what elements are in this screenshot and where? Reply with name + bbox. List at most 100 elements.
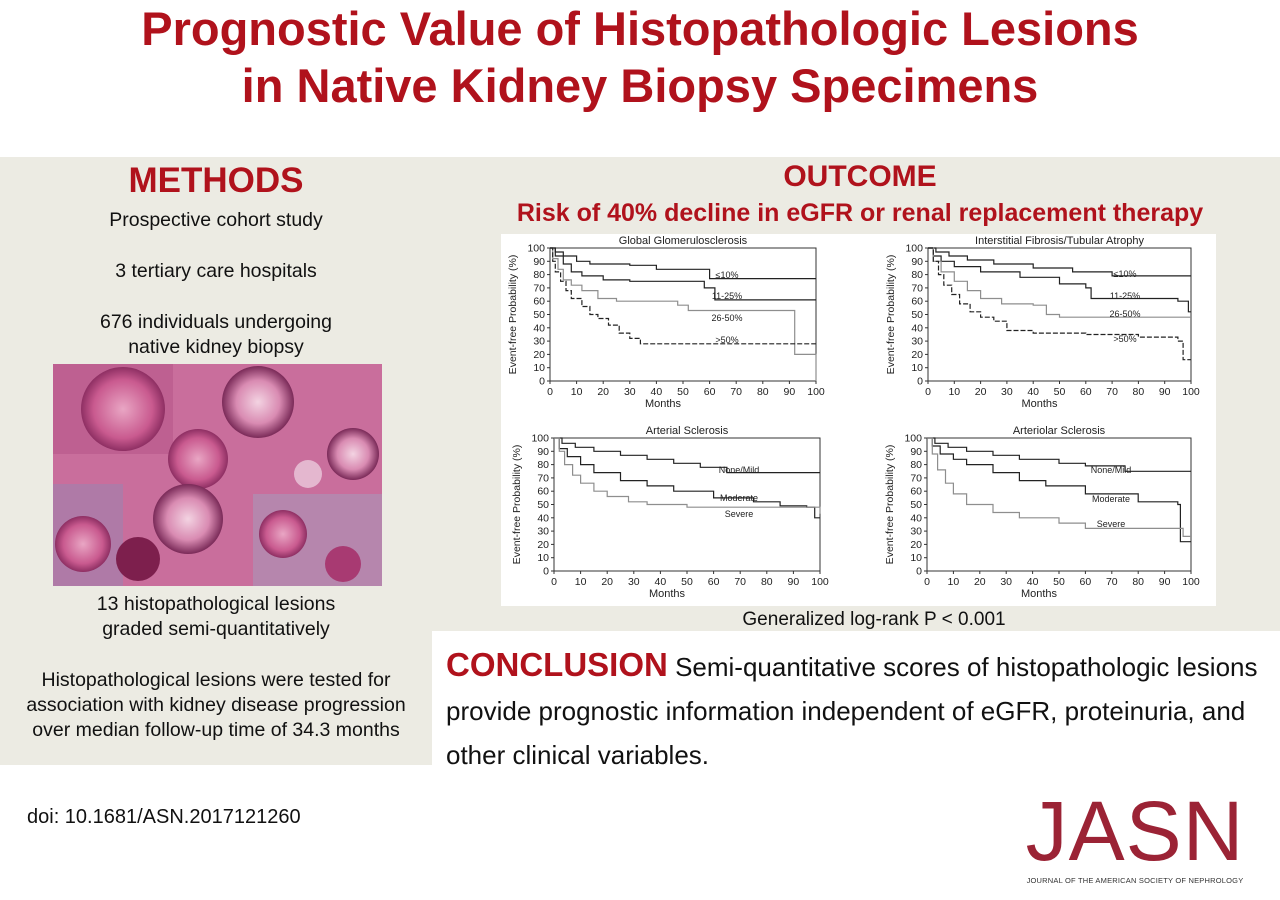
x-tick-label: 40 (1027, 576, 1039, 588)
x-tick-label: 20 (601, 576, 613, 588)
methods-analysis-1: Histopathological lesions were tested fo… (41, 669, 391, 691)
y-tick-label: 100 (904, 433, 922, 445)
x-tick-label: 90 (1159, 386, 1171, 398)
x-tick-label: 100 (811, 576, 829, 588)
x-tick-label: 60 (1080, 576, 1092, 588)
x-axis-label: Months (645, 398, 682, 410)
y-tick-label: 20 (533, 349, 545, 361)
km-curve-series (550, 247, 816, 301)
methods-participants-1: 676 individuals undergoing (99, 311, 332, 333)
y-tick-label: 90 (533, 256, 545, 268)
x-tick-label: 30 (624, 386, 636, 398)
x-tick-label: 50 (677, 386, 689, 398)
km-curve-series (927, 437, 1191, 537)
x-axis-label: Months (649, 588, 686, 600)
jasn-logo-text: JASN (1025, 784, 1245, 878)
x-tick-label: 50 (1053, 576, 1065, 588)
series-label: 11-25% (1110, 291, 1140, 301)
series-label: >50% (1113, 334, 1136, 344)
x-tick-label: 40 (655, 576, 667, 588)
series-label: 26-50% (711, 313, 742, 323)
jasn-logo: JASN JOURNAL OF THE AMERICAN SOCIETY OF … (1020, 784, 1250, 885)
km-curve-series (550, 247, 816, 345)
y-tick-label: 20 (911, 349, 923, 361)
conclusion-label: CONCLUSION (446, 646, 668, 683)
y-tick-label: 10 (537, 552, 549, 564)
outcome-subheading: Risk of 40% decline in eGFR or renal rep… (516, 199, 1204, 227)
methods-heading: METHODS (128, 161, 304, 200)
y-tick-label: 0 (917, 376, 923, 388)
series-label: 26-50% (1109, 309, 1140, 319)
km-charts-panel: Global Glomerulosclerosis 0 10 20 30 40 50 60 70… (501, 234, 1216, 606)
series-label: 11-25% (712, 291, 742, 301)
y-tick-label: 100 (531, 433, 549, 445)
km-charts-svg: Global Glomerulosclerosis010203040506070… (507, 235, 1200, 600)
x-tick-label: 70 (734, 576, 746, 588)
km-curve-series (550, 247, 817, 381)
y-tick-label: 0 (916, 566, 922, 578)
km-curve-series (928, 247, 1191, 277)
y-tick-label: 60 (911, 296, 923, 308)
y-tick-label: 90 (537, 446, 549, 458)
km-curve-series (928, 247, 1191, 313)
y-tick-label: 90 (910, 446, 922, 458)
histology-micrograph (53, 364, 382, 586)
x-tick-label: 100 (1182, 386, 1200, 398)
y-tick-label: 30 (533, 336, 545, 348)
x-tick-label: 50 (1054, 386, 1066, 398)
chart-title: Arterial Sclerosis (646, 425, 729, 437)
series-label: Severe (1097, 519, 1126, 529)
y-tick-label: 30 (910, 526, 922, 538)
title-line-1: Prognostic Value of Histopathologic Lesi… (141, 2, 1139, 55)
x-tick-label: 100 (1182, 576, 1200, 588)
y-tick-label: 10 (911, 362, 923, 374)
series-label: ≤10% (716, 270, 739, 280)
x-tick-label: 10 (575, 576, 587, 588)
y-axis-label: Event-free Probability (%) (884, 445, 896, 565)
title-line-2: in Native Kidney Biopsy Specimens (241, 59, 1039, 112)
methods-study-design: Prospective cohort study (109, 209, 323, 231)
km-curve-series (927, 437, 1191, 472)
y-tick-label: 100 (905, 243, 923, 255)
x-tick-label: 80 (1132, 576, 1144, 588)
y-axis-label: Event-free Probability (%) (511, 445, 523, 565)
y-tick-label: 50 (911, 309, 923, 321)
chart-title: Global Glomerulosclerosis (619, 235, 748, 247)
methods-analysis-3: over median follow-up time of 34.3 month… (32, 719, 400, 741)
x-tick-label: 0 (924, 576, 930, 588)
y-tick-label: 60 (537, 486, 549, 498)
histology-image (53, 364, 382, 586)
y-tick-label: 40 (537, 512, 549, 524)
x-tick-label: 30 (1000, 576, 1012, 588)
x-tick-label: 10 (948, 576, 960, 588)
x-tick-label: 10 (571, 386, 583, 398)
y-tick-label: 60 (533, 296, 545, 308)
poster-title: Prognostic Value of Histopathologic Lesi… (0, 0, 1280, 118)
outcome-header: OUTCOME Risk of 40% decline in eGFR or r… (432, 160, 1280, 232)
x-tick-label: 100 (807, 386, 825, 398)
jasn-logo-subtitle: JOURNAL OF THE AMERICAN SOCIETY OF NEPHR… (1026, 876, 1244, 885)
outcome-heading: OUTCOME (783, 160, 937, 193)
y-tick-label: 40 (911, 322, 923, 334)
y-tick-label: 90 (911, 256, 923, 268)
y-tick-label: 70 (910, 472, 922, 484)
y-tick-label: 70 (911, 282, 923, 294)
y-tick-label: 40 (910, 512, 922, 524)
y-tick-label: 10 (533, 362, 545, 374)
x-tick-label: 60 (1080, 386, 1092, 398)
km-curve-series (554, 437, 820, 474)
x-tick-label: 20 (597, 386, 609, 398)
chart-title: Interstitial Fibrosis/Tubular Atrophy (975, 235, 1144, 247)
x-tick-label: 80 (757, 386, 769, 398)
y-tick-label: 10 (910, 552, 922, 564)
x-tick-label: 90 (1159, 576, 1171, 588)
km-curve-series (550, 247, 816, 280)
y-tick-label: 20 (537, 539, 549, 551)
series-label: ≤10% (1114, 269, 1137, 279)
conclusion-text: Semi-quantitative scores of histopatholo… (446, 652, 1258, 770)
x-tick-label: 30 (628, 576, 640, 588)
series-label: Severe (725, 509, 754, 519)
km-curve-series (554, 437, 821, 514)
x-axis-label: Months (1021, 588, 1058, 600)
x-tick-label: 0 (547, 386, 553, 398)
